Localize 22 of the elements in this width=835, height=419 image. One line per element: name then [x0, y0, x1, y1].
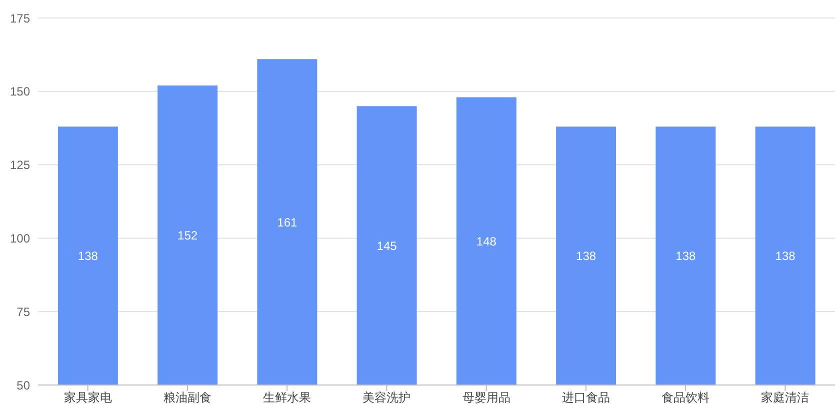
x-tick-label: 生鲜水果 — [263, 390, 312, 405]
x-tick-label: 家庭清洁 — [761, 390, 810, 405]
data-label: 145 — [376, 238, 398, 253]
y-tick-label: 175 — [10, 11, 30, 26]
y-tick-label: 150 — [10, 84, 30, 99]
y-tick-label: 125 — [10, 158, 30, 172]
y-tick-label: 100 — [10, 231, 30, 246]
data-label: 138 — [676, 249, 696, 264]
data-label: 138 — [78, 249, 98, 264]
x-tick-label: 母婴用品 — [462, 390, 510, 405]
x-tick-label: 美容洗护 — [362, 390, 411, 405]
x-tick-label: 粮油副食 — [163, 390, 212, 405]
x-tick-label: 家具家电 — [64, 390, 112, 405]
data-label: 138 — [775, 249, 796, 264]
x-tick-label: 食品饮料 — [662, 390, 710, 405]
data-label: 152 — [178, 228, 198, 243]
y-tick-label: 50 — [16, 378, 30, 392]
data-label: 138 — [576, 249, 596, 264]
data-label: 161 — [277, 215, 298, 230]
x-tick-label: 进口食品 — [562, 390, 610, 405]
data-label: 148 — [476, 234, 497, 248]
y-tick-label: 75 — [16, 304, 30, 319]
